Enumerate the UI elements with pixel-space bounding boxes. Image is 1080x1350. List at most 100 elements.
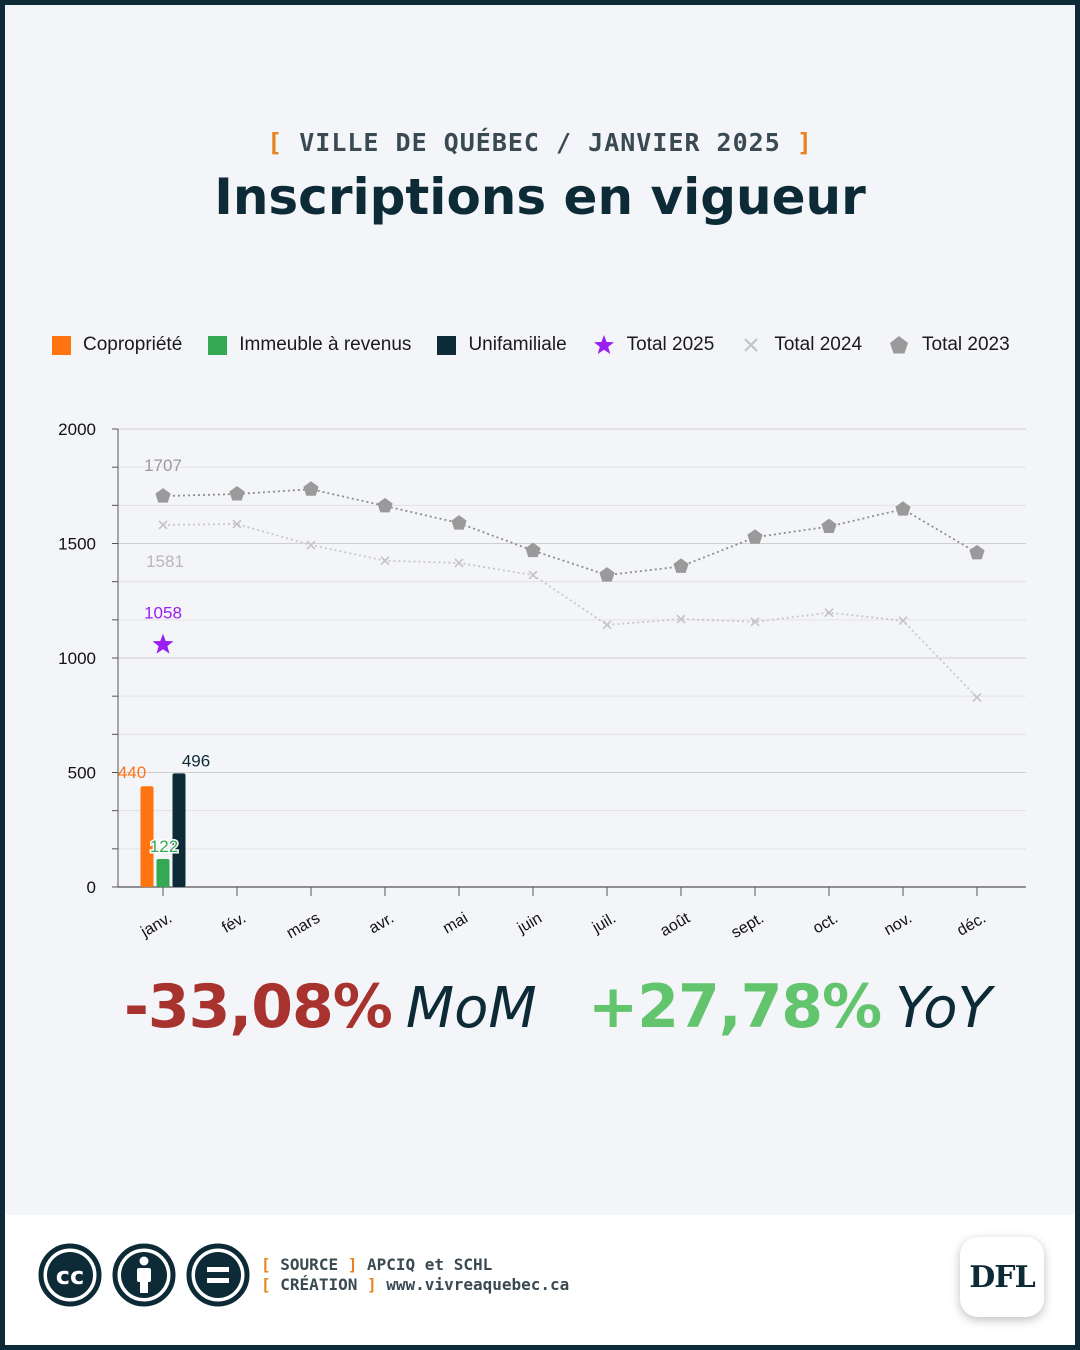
pentagon-marker [303, 481, 319, 496]
legend-item-total-2025: Total 2025 [593, 334, 715, 356]
subtitle-text: VILLE DE QUÉBEC / JANVIER 2025 [299, 128, 781, 157]
mom-value: -33,08% [124, 972, 393, 1042]
pentagon-marker [155, 488, 171, 503]
x-tick-label: mars [284, 910, 323, 943]
x-marker [676, 614, 686, 624]
legend-label: Immeuble à revenus [239, 334, 412, 355]
y-tick-label: 1000 [58, 649, 96, 668]
legend-swatch-dark [437, 335, 457, 355]
pentagon-marker [969, 544, 985, 560]
listings-chart: 0 500 1000 1500 2000 janv. fév. mars avr. mai juin… [58, 420, 1026, 943]
legend-item-immeuble: Immeuble à revenus [208, 334, 411, 356]
x-tick-label: août [658, 909, 694, 940]
source-key: SOURCE [280, 1255, 339, 1274]
x-tick-label: juil. [589, 910, 619, 937]
change-stats: -33,08% MoM +27,78% YoY [0, 972, 1080, 1052]
bracket-close: ] [796, 128, 813, 157]
creation-key: CRÉATION [280, 1275, 358, 1294]
legend-swatch-green [208, 335, 228, 355]
x-marker [750, 617, 760, 627]
data-label: 1058 [144, 604, 182, 623]
source-value: APCIQ et SCHL [367, 1255, 493, 1274]
by-attribution-icon [112, 1243, 176, 1307]
x-tick-label: juin [514, 910, 545, 938]
pentagon-marker [451, 515, 467, 530]
x-marker [306, 540, 316, 550]
data-label: 440 [118, 763, 146, 782]
bracket-close: ] [366, 1275, 377, 1294]
legend-label: Total 2024 [774, 334, 863, 355]
x-marker [454, 558, 464, 568]
x-tick-label: déc. [954, 910, 989, 940]
y-tick-label: 500 [68, 764, 96, 783]
x-marker [158, 520, 168, 530]
pentagon-marker [229, 486, 245, 501]
yoy-label: YoY [895, 976, 992, 1041]
creation-line: [ CRÉATION ] www.vivreaquebec.ca [261, 1275, 569, 1295]
x-marker [602, 620, 612, 630]
stat-mom: -33,08% MoM [124, 972, 537, 1042]
dfl-logo: DFL [960, 1237, 1044, 1317]
bar [140, 786, 154, 887]
legend-item-total-2023: Total 2023 [888, 334, 1010, 356]
star-icon [593, 335, 614, 354]
stat-yoy: +27,78% YoY [588, 972, 992, 1042]
footer: cc [ SOURCE ] APCIQ et SCHL [ CRÉATION ]… [5, 1215, 1075, 1345]
x-tick-label: janv. [137, 910, 175, 942]
x-tick-label: avr. [366, 910, 397, 938]
data-label: 496 [182, 751, 210, 770]
data-label: 1581 [146, 552, 184, 571]
x-marker [972, 692, 982, 702]
chart-subtitle: [ VILLE DE QUÉBEC / JANVIER 2025 ] [0, 128, 1080, 157]
legend-label: Unifamiliale [468, 334, 567, 355]
chart-title: Inscriptions en vigueur [214, 168, 866, 226]
star-marker [152, 633, 174, 654]
x-marker [380, 556, 390, 566]
x-tick-label: oct. [810, 910, 841, 938]
source-line: [ SOURCE ] APCIQ et SCHL [261, 1255, 569, 1275]
bracket-open: [ [261, 1275, 271, 1294]
credits: [ SOURCE ] APCIQ et SCHL [ CRÉATION ] ww… [261, 1255, 569, 1295]
bracket-close: ] [347, 1255, 358, 1274]
legend-item-copropriete: Copropriété [52, 334, 182, 356]
legend-label: Total 2025 [626, 334, 715, 355]
pentagon-marker [895, 501, 911, 516]
y-tick-label: 0 [87, 878, 96, 897]
bar [156, 859, 170, 887]
yoy-value: +27,78% [588, 972, 882, 1042]
legend-item-unifamiliale: Unifamiliale [437, 334, 567, 356]
pentagon-icon [890, 336, 909, 354]
pentagon-marker [525, 542, 541, 558]
x-tick-label: sept. [728, 910, 767, 942]
y-tick-label: 1500 [58, 535, 96, 554]
legend-label: Copropriété [83, 334, 183, 355]
nd-no-derivatives-icon [186, 1243, 250, 1307]
data-label: 1707 [144, 456, 182, 475]
series-line [162, 523, 978, 699]
legend-item-total-2024: Total 2024 [740, 334, 862, 356]
bar [172, 773, 186, 887]
cc-icon: cc [38, 1243, 102, 1307]
x-tick-label: fév. [219, 910, 249, 937]
x-marker [824, 608, 834, 618]
data-label: 122 [150, 837, 178, 856]
bracket-open: [ [261, 1255, 271, 1274]
pentagon-marker [377, 497, 393, 513]
legend-label: Total 2023 [922, 334, 1010, 355]
bracket-open: [ [267, 128, 284, 157]
pentagon-marker [747, 529, 763, 544]
pentagon-marker [821, 518, 837, 533]
x-tick-label: nov. [881, 910, 915, 939]
svg-text:cc: cc [56, 1262, 84, 1290]
page-background [5, 5, 1075, 1345]
series-line [162, 488, 978, 577]
x-mark-icon [744, 338, 759, 352]
x-tick-label: mai [440, 910, 471, 938]
legend-swatch-orange [52, 335, 71, 355]
chart-legend: Copropriété Immeuble à revenus Unifamili… [52, 332, 1010, 358]
mom-label: MoM [405, 976, 537, 1041]
pentagon-marker [599, 567, 615, 582]
pentagon-marker [673, 558, 689, 573]
creation-link[interactable]: www.vivreaquebec.ca [386, 1275, 570, 1294]
x-marker [528, 570, 538, 580]
